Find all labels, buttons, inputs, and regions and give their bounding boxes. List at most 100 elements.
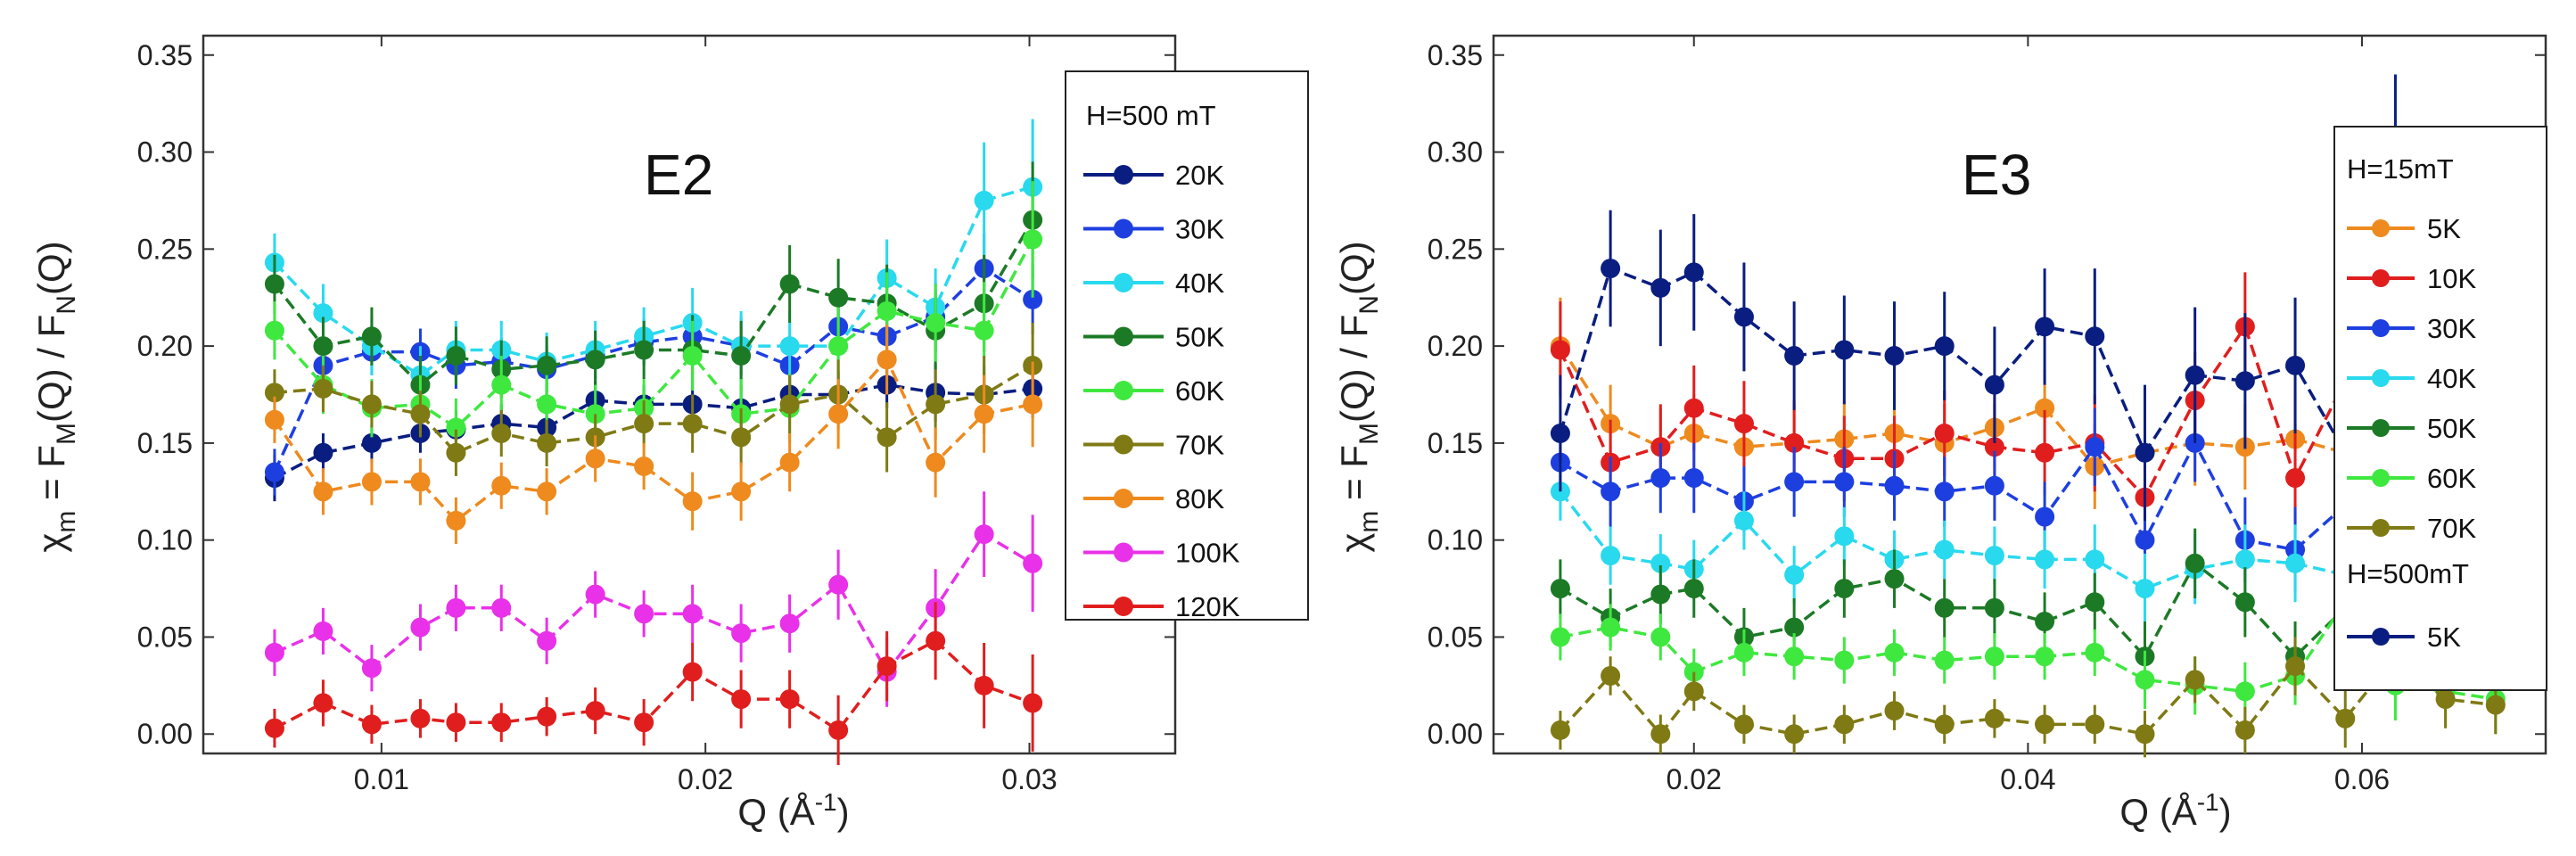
panel-e3: 0.000.050.100.150.200.250.300.35 0.02 0.0… [1333, 34, 2547, 833]
data-point [828, 574, 849, 595]
data-point [1550, 627, 1570, 647]
legend-label: 50K [2427, 413, 2476, 444]
data-point [1683, 468, 1704, 489]
data-point [634, 604, 654, 624]
data-point [1984, 546, 2004, 566]
legend-label: 70K [2427, 513, 2476, 544]
x-tick-label: 0.03 [1001, 763, 1057, 795]
data-point [779, 274, 800, 294]
data-point [313, 336, 333, 357]
y-tick-label: 0.00 [137, 718, 193, 750]
legend-label: 70K [1175, 430, 1224, 461]
legend-swatch-marker [2372, 219, 2390, 237]
data-point [1683, 398, 1704, 418]
data-point [1834, 650, 1855, 671]
x-tick-label: 0.06 [2334, 763, 2390, 795]
data-point [2335, 708, 2356, 728]
series-e3-70k-h-15mt [1550, 627, 2506, 758]
legend-label: 40K [2427, 363, 2476, 394]
data-point [1601, 482, 1621, 502]
data-point [974, 320, 994, 341]
legend-swatch-marker [2372, 369, 2390, 387]
data-point [1784, 432, 1805, 453]
series-e2-30k [264, 233, 1043, 496]
data-point [2035, 442, 2055, 463]
legend-e2: H=500 mT 20K 30K 40K 50K 60K 70K 80K 100K 120K [1065, 70, 1309, 622]
y-tick-label: 0.25 [1428, 233, 1483, 265]
data-point [2135, 579, 2155, 599]
data-point [1023, 693, 1043, 713]
legend-swatch-marker [1114, 273, 1133, 292]
data-point [1984, 597, 2004, 618]
data-point [2035, 317, 2055, 337]
data-point [361, 326, 382, 347]
data-point [2085, 592, 2105, 613]
data-point [2485, 695, 2506, 715]
data-point [2234, 720, 2255, 740]
panel-label-e3: E3 [1962, 143, 2031, 207]
data-point [2234, 371, 2255, 391]
data-point [2085, 714, 2105, 735]
data-point [1601, 617, 1621, 638]
series-e2-20k [264, 359, 1043, 502]
y-tick-label: 0.25 [137, 233, 193, 265]
series-line [273, 238, 1034, 430]
data-point [1733, 510, 1754, 531]
legend-swatch-marker [1114, 218, 1133, 239]
data-point [1023, 229, 1043, 250]
series-line [273, 218, 1034, 387]
legend-swatch-marker [2372, 519, 2390, 537]
data-marks-e2 [264, 119, 1043, 766]
data-point [264, 462, 284, 482]
data-point [537, 482, 557, 502]
data-point [682, 662, 703, 682]
legend-swatch-marker [1114, 542, 1133, 563]
data-point [2035, 549, 2055, 570]
data-point [1884, 701, 1905, 721]
data-point [1934, 714, 1955, 735]
data-point [361, 394, 382, 415]
data-point [1834, 714, 1855, 735]
data-point [779, 613, 800, 634]
data-point [779, 394, 800, 415]
data-point [731, 345, 752, 366]
legend-e3: H=15mT H=500mT 5K 10K 30K 40K 50K 60K 70K 5K [2333, 126, 2547, 691]
series-line [273, 357, 1033, 523]
y-axis-label-e2: χm = FM(Q) / FN(Q) [30, 241, 81, 552]
legend-entries-e3: 5K 10K 30K 40K 50K 60K 70K 5K [2347, 213, 2476, 653]
legend-title-e3-15mt: H=15mT [2347, 153, 2454, 185]
y-tick-label: 0.15 [1428, 427, 1483, 459]
y-tick-label: 0.05 [1428, 621, 1483, 653]
data-point [1650, 553, 1671, 573]
data-point [2285, 553, 2306, 573]
legend-label: 50K [1175, 322, 1224, 353]
data-point [491, 597, 512, 618]
x-ticks-e2: 0.01 0.02 0.03 [354, 36, 1058, 795]
y-tick-label: 0.30 [137, 136, 193, 169]
data-point [2035, 612, 2055, 632]
data-point [634, 340, 654, 360]
data-point [1733, 414, 1754, 434]
data-point [313, 442, 333, 463]
y-tick-label: 0.35 [1428, 39, 1483, 71]
data-point [926, 313, 946, 333]
legend-swatch-marker [2372, 469, 2390, 487]
y-tick-label: 0.05 [137, 621, 193, 653]
data-point [1784, 564, 1805, 585]
data-point [585, 701, 605, 721]
data-point [361, 714, 382, 735]
legend-swatch-marker [1114, 597, 1133, 616]
data-point [1650, 724, 1671, 745]
data-point [1733, 307, 1754, 327]
data-point [974, 404, 994, 424]
x-tick-label: 0.01 [354, 763, 409, 795]
legend-swatch-marker [2372, 628, 2390, 646]
x-tick-label: 0.02 [678, 763, 733, 795]
legend-swatch-marker [2372, 269, 2390, 287]
data-point [1650, 627, 1671, 647]
data-point [779, 452, 800, 473]
data-point [1884, 642, 1905, 663]
data-point [1834, 340, 1855, 360]
legend-swatch-marker [2372, 419, 2390, 437]
